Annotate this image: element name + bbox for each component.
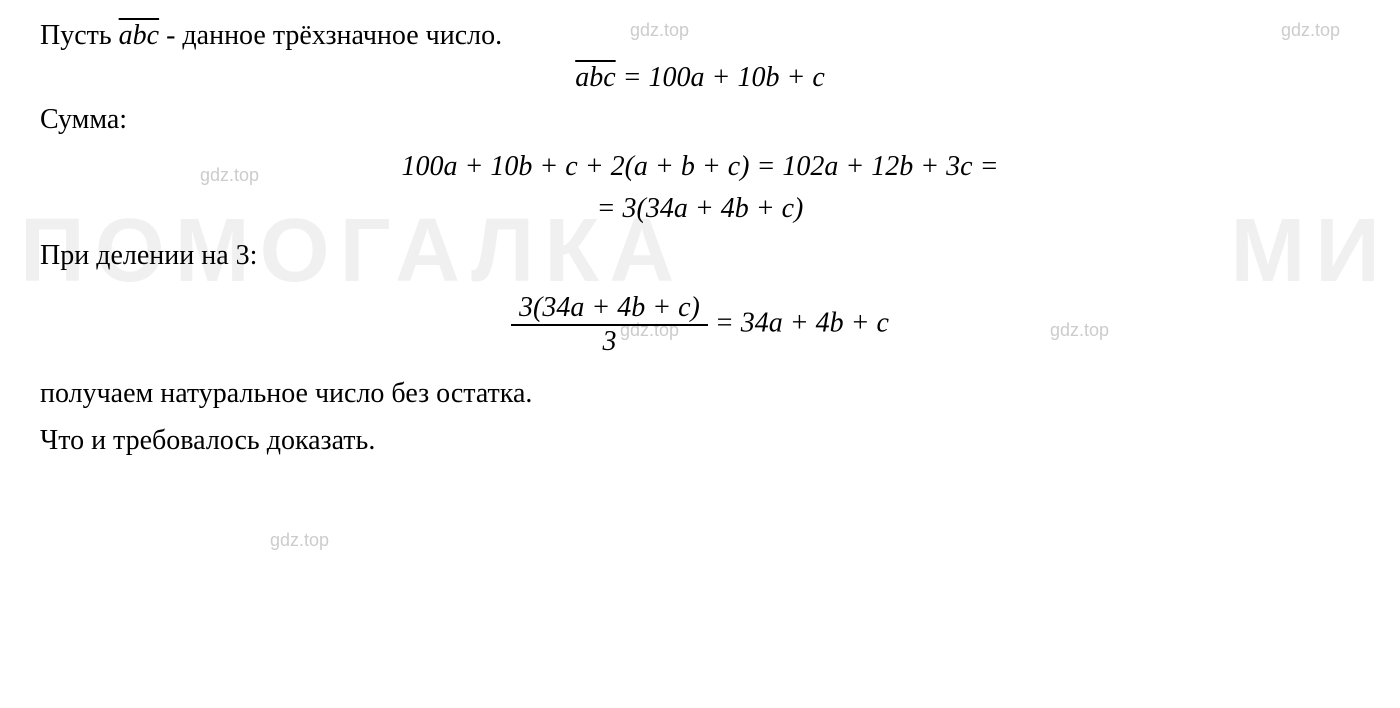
equation-1: abc = 100a + 10b + c xyxy=(40,62,1360,94)
eq3-right: = 34a + 4b + c xyxy=(708,307,889,338)
fraction-numerator: 3(34a + 4b + c) xyxy=(511,292,708,326)
fraction: 3(34a + 4b + c) 3 xyxy=(511,292,708,358)
intro-line: Пусть abc - данное трёхзначное число. xyxy=(40,20,1360,52)
equation-2-line2: = 3(34a + 4b + c) xyxy=(40,193,1360,225)
qed-line: Что и требовалось доказать. xyxy=(40,425,1360,457)
equation-2-line1: 100a + 10b + c + 2(a + b + c) = 102a + 1… xyxy=(40,151,1360,183)
division-label: При делении на 3: xyxy=(40,240,1360,272)
watermark-6: gdz.top xyxy=(270,530,329,551)
result-line: получаем натуральное число без остатка. xyxy=(40,378,1360,410)
eq1-right: = 100a + 10b + c xyxy=(616,62,825,93)
sum-label: Сумма: xyxy=(40,104,1360,136)
abc-overline-2: abc xyxy=(575,62,615,93)
intro-prefix: Пусть xyxy=(40,20,119,51)
abc-overline-1: abc xyxy=(119,20,159,51)
intro-suffix: - данное трёхзначное число. xyxy=(159,20,502,51)
content-area: Пусть abc - данное трёхзначное число. ab… xyxy=(40,20,1360,457)
equation-3: 3(34a + 4b + c) 3 = 34a + 4b + c xyxy=(40,292,1360,358)
fraction-denominator: 3 xyxy=(511,326,708,358)
